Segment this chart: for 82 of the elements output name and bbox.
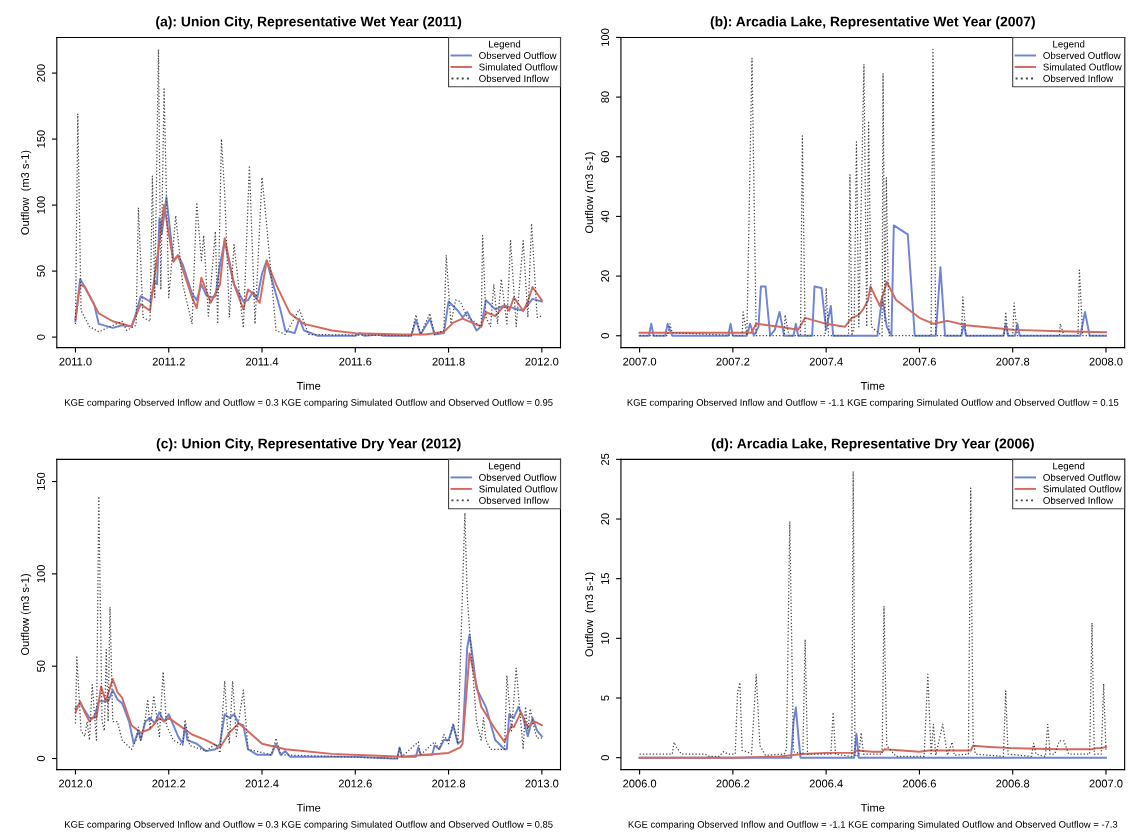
x-tick-label: 2006.8 — [996, 779, 1030, 788]
text: KGE comparing Observed Inflow and Outflow = -1.1 KGE comparing Simulated Outflow and Observed Outflow = -7.3 — [628, 820, 1118, 830]
x-axis-title: Time — [296, 803, 321, 812]
x-tick-label: 2011.2 — [152, 357, 185, 366]
y-tick-label: 100 — [37, 565, 45, 583]
x-tick-label: 2013.0 — [525, 779, 559, 788]
y-tick-label: 60 — [601, 151, 610, 163]
y-tick-label: 80 — [601, 91, 610, 103]
y-tick-label: 20 — [601, 270, 610, 282]
y-tick-label: 0 — [601, 333, 610, 339]
text: KGE comparing Observed Inflow and Outflow = -1.1 KGE comparing Simulated Outflow and Observed Outflow = 0.15 — [627, 398, 1119, 408]
y-tick-label: 10 — [601, 632, 610, 644]
text: KGE comparing Observed Inflow and Outflow = 0.3 KGE comparing Simulated Outflow and Observed Outflow = 0.95 — [65, 398, 553, 408]
legend-title: Legend — [489, 40, 521, 50]
y-tick-label: 150 — [37, 130, 45, 148]
y-axis-title: Outflow (m3 s-1) — [584, 572, 596, 657]
y-axis-title: Outflow (m3 s-1) — [20, 574, 32, 656]
x-tick-label: 2012.6 — [338, 779, 372, 788]
chart-title: (c): Union City, Representative Dry Year (2012) — [156, 438, 461, 452]
legend-label: Simulated Outflow — [479, 63, 558, 71]
chart-title: (a): Union City, Representative Wet Year (2011) — [156, 16, 462, 30]
legend-label: Observed Inflow — [1043, 496, 1114, 504]
x-tick-label: 2012.0 — [59, 779, 93, 788]
legend-label: Simulated Outflow — [1043, 63, 1122, 71]
line-series — [74, 633, 543, 760]
legend-title: Legend — [1053, 462, 1085, 472]
y-tick-label: 0 — [37, 334, 45, 340]
legend-label: Observed Outflow — [1043, 51, 1121, 59]
x-axis-title: Time — [860, 803, 885, 812]
line-series — [638, 744, 1107, 759]
x-tick-label: 2006.0 — [623, 779, 657, 788]
legend-label: Simulated Outflow — [1043, 485, 1122, 493]
y-tick-label: 0 — [601, 755, 610, 761]
x-tick-label: 2011.8 — [432, 357, 465, 366]
x-tick-label: 2006.4 — [809, 779, 843, 788]
x-tick-label: 2007.0 — [623, 357, 657, 366]
legend-label: Observed Outflow — [1043, 473, 1121, 481]
y-tick-label: 5 — [601, 695, 610, 701]
x-tick-label: 2011.4 — [245, 357, 279, 366]
legend-label: Observed Inflow — [1043, 74, 1114, 82]
y-tick-label: 25 — [601, 453, 610, 465]
y-axis-title: Outflow (m3 s-1) — [20, 150, 32, 235]
x-tick-label: 2007.8 — [996, 357, 1030, 366]
x-tick-label: 2006.2 — [716, 779, 750, 788]
x-tick-label: 2007.0 — [1089, 779, 1123, 788]
y-tick-label: 200 — [37, 64, 45, 82]
y-tick-label: 40 — [601, 210, 610, 223]
y-tick-label: 50 — [37, 265, 45, 277]
line-series — [638, 224, 1107, 337]
x-tick-label: 2012.8 — [432, 779, 466, 788]
x-tick-label: 2011.6 — [339, 357, 372, 366]
x-tick-label: 2007.4 — [809, 357, 843, 366]
y-tick-label: 100 — [37, 196, 45, 214]
x-tick-label: 2007.2 — [716, 357, 750, 366]
x-tick-label: 2007.6 — [903, 357, 936, 366]
y-tick-label: 0 — [37, 755, 45, 762]
x-axis-title: Time — [860, 381, 885, 390]
y-tick-label: 50 — [37, 660, 45, 672]
legend-title: Legend — [489, 462, 521, 472]
legend-label: Observed Outflow — [479, 51, 557, 59]
x-axis-title: Time — [296, 381, 321, 390]
legend-label: Simulated Outflow — [479, 485, 558, 493]
x-tick-label: 2012.4 — [245, 779, 279, 788]
text: KGE comparing Observed Inflow and Outflow = 0.3 KGE comparing Simulated Outflow and Observed Outflow = 0.85 — [65, 820, 553, 830]
x-tick-label: 2012.0 — [525, 357, 559, 366]
y-tick-label: 20 — [601, 513, 610, 525]
legend-label: Observed Inflow — [479, 496, 549, 504]
y-tick-label: 100 — [601, 28, 610, 46]
x-tick-label: 2008.0 — [1089, 357, 1123, 366]
x-tick-label: 2006.6 — [903, 779, 936, 788]
x-tick-label: 2011.0 — [59, 357, 92, 366]
legend-label: Observed Inflow — [479, 74, 549, 82]
chart-title: (d): Arcadia Lake, Representative Dry Year (2006) — [711, 438, 1034, 452]
y-tick-label: 15 — [601, 572, 610, 585]
line-series — [638, 281, 1107, 334]
line-series — [74, 652, 543, 758]
x-tick-label: 2012.2 — [152, 779, 186, 788]
y-axis-title: Outflow (m3 s-1) — [584, 152, 596, 234]
chart-title: (b): Arcadia Lake, Representative Wet Year (2007) — [710, 16, 1035, 30]
legend-title: Legend — [1053, 40, 1085, 50]
y-tick-label: 150 — [37, 472, 45, 490]
legend-label: Observed Outflow — [479, 473, 557, 481]
